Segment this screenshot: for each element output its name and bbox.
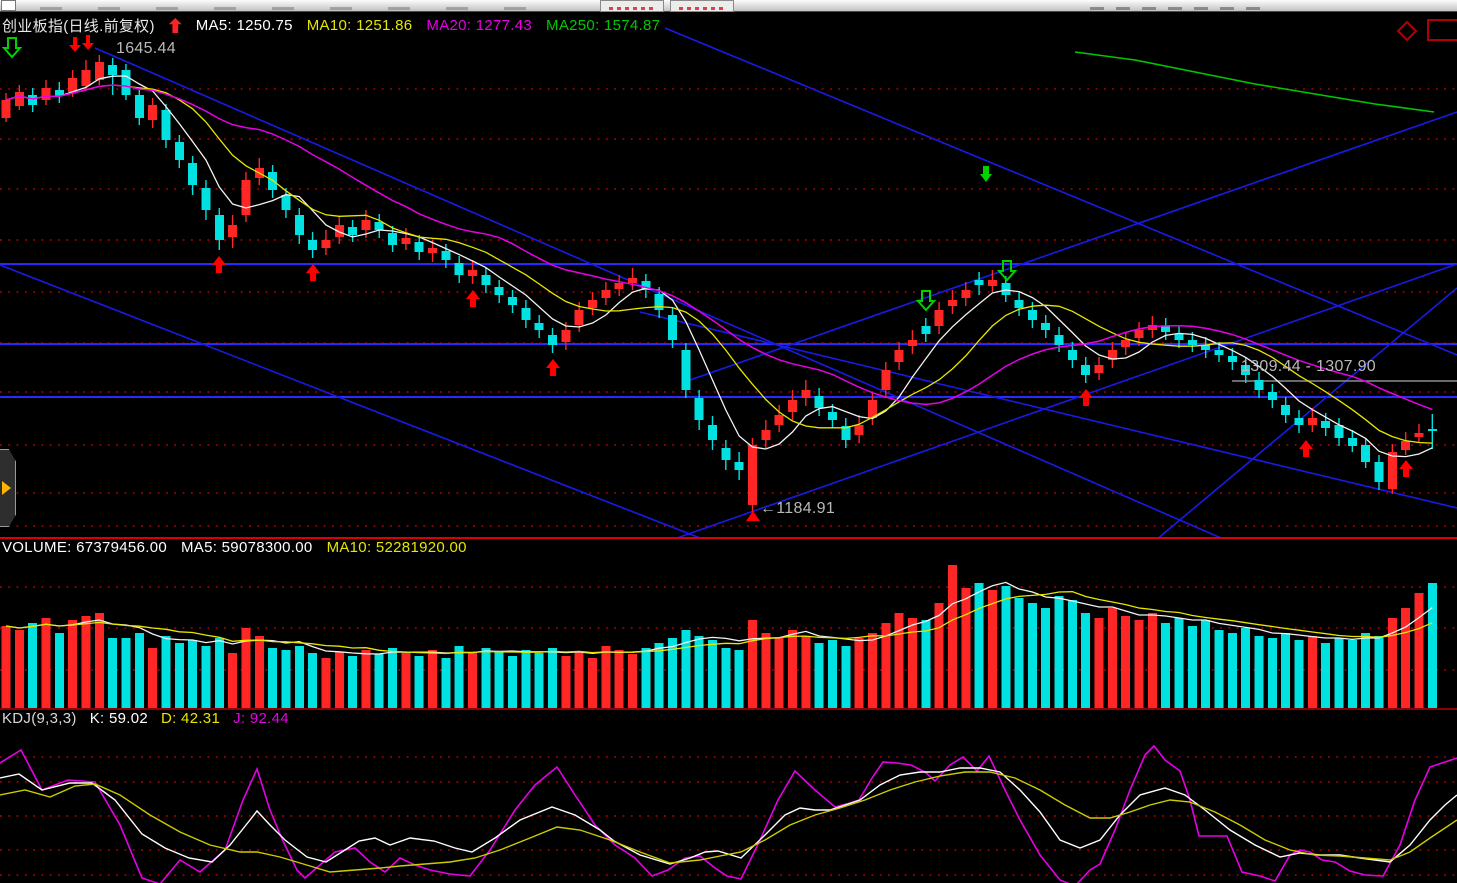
kdj-d-value: D: 42.31 xyxy=(160,710,221,727)
low-price-label: ←1184.91 xyxy=(760,500,836,517)
expand-arrow-icon xyxy=(2,481,11,495)
kdj-j-value: J: 92.44 xyxy=(233,710,289,727)
volume-ma10-value: MA10: 52281920.00 xyxy=(326,539,467,556)
instrument-title: 创业板指(日线.前复权) xyxy=(2,18,155,35)
menubar-items-clipped[interactable] xyxy=(40,7,560,10)
ma20-label: MA20: 1277.43 xyxy=(426,17,533,34)
ma5-label: MA5: 1250.75 xyxy=(195,17,293,34)
menubar-button-1[interactable] xyxy=(600,0,664,12)
volume-value: VOLUME: 67379456.00 xyxy=(2,539,167,556)
kdj-params: KDJ(9,3,3) xyxy=(2,710,77,727)
red-text-stub xyxy=(679,7,723,10)
volume-ma5-value: MA5: 59078300.00 xyxy=(180,539,313,556)
menubar-right-items-clipped[interactable] xyxy=(1090,7,1260,10)
high-price-label: 1645.44 xyxy=(116,40,176,57)
kdj-indicator-row: KDJ(9,3,3) K: 59.02 D: 42.31 J: 92.44 xyxy=(2,710,289,727)
kdj-k-value: K: 59.02 xyxy=(89,710,148,727)
price-up-arrow-icon xyxy=(168,18,182,33)
menubar-button-2[interactable] xyxy=(670,0,734,12)
sidebar-collapse-handle[interactable] xyxy=(0,449,16,527)
top-menubar[interactable] xyxy=(0,0,1457,12)
volume-indicator-row: VOLUME: 67379456.00 MA5: 59078300.00 MA1… xyxy=(2,539,467,556)
ma250-label: MA250: 1574.87 xyxy=(546,17,661,34)
menubar-system-icon[interactable] xyxy=(1,0,16,11)
ma10-label: MA10: 1251.86 xyxy=(306,17,413,34)
trendline-price-label: 1309.44 - 1307.90 xyxy=(1241,358,1376,375)
chart-title-row: 创业板指(日线.前复权) MA5: 1250.75 MA10: 1251.86 … xyxy=(2,15,660,36)
red-text-stub xyxy=(609,7,653,10)
